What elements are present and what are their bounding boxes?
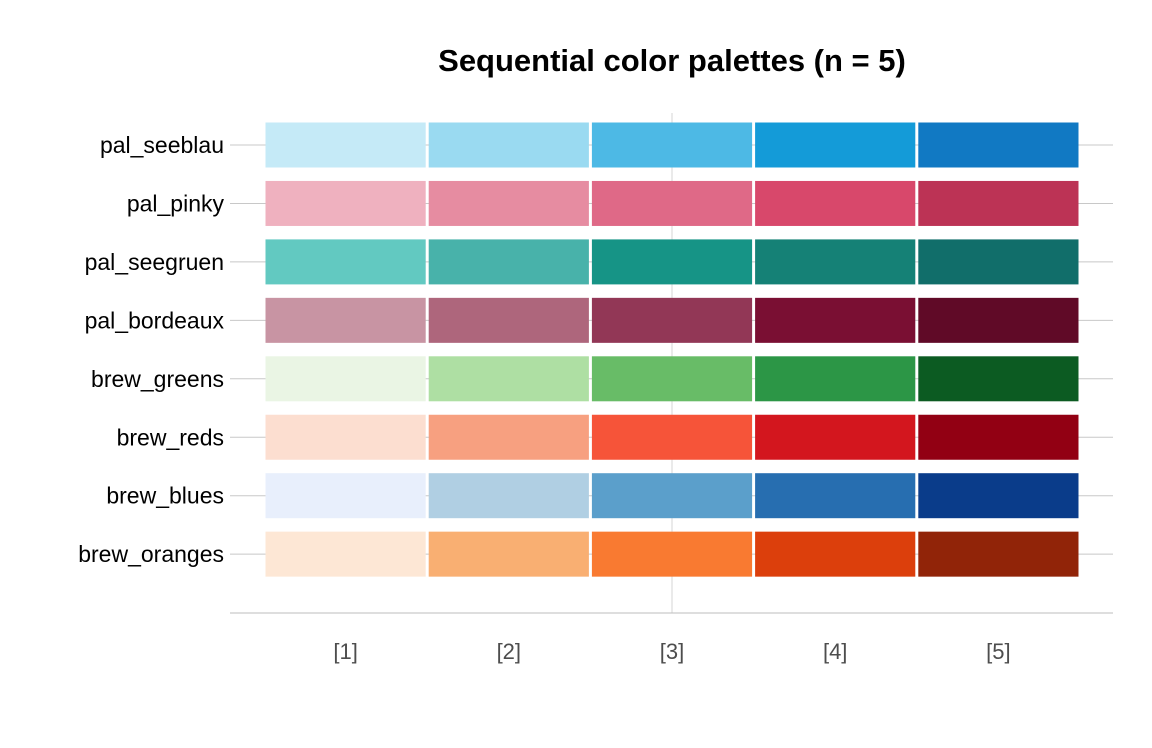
x-tick-label: [1] (333, 639, 357, 664)
palette-tile-brew_greens-4 (755, 356, 916, 402)
palette-tile-brew_reds-4 (755, 414, 916, 460)
palette-tile-pal_seegruen-5 (918, 239, 1079, 285)
y-label-pal_seegruen: pal_seegruen (85, 249, 224, 275)
palette-tile-brew_greens-2 (428, 356, 589, 402)
x-tick-label: [2] (497, 639, 521, 664)
palette-tile-pal_bordeaux-3 (591, 297, 753, 343)
palette-tile-pal_seegruen-3 (591, 239, 753, 285)
palette-tile-brew_oranges-1 (265, 531, 426, 577)
palette-tile-pal_bordeaux-4 (755, 297, 916, 343)
palette-tile-pal_seeblau-4 (755, 122, 916, 168)
palette-tile-brew_reds-5 (918, 414, 1079, 460)
x-tick-label: [5] (986, 639, 1010, 664)
palette-tile-brew_greens-5 (918, 356, 1079, 402)
palette-tile-pal_seeblau-1 (265, 122, 426, 168)
palette-tile-pal_seegruen-2 (428, 239, 589, 285)
palette-tile-brew_oranges-3 (591, 531, 753, 577)
y-label-pal_seeblau: pal_seeblau (100, 132, 224, 158)
chart-title: Sequential color palettes (n = 5) (438, 43, 906, 78)
palette-tile-brew_blues-2 (428, 473, 589, 519)
palette-tile-pal_bordeaux-1 (265, 297, 426, 343)
palette-tile-pal_pinky-4 (755, 180, 916, 226)
x-tick-label: [4] (823, 639, 847, 664)
y-label-brew_blues: brew_blues (106, 483, 224, 509)
palette-tile-brew_greens-1 (265, 356, 426, 402)
y-label-pal_pinky: pal_pinky (127, 190, 225, 216)
y-axis-labels: pal_seeblau pal_pinky pal_seegruen pal_bord… (78, 132, 224, 567)
palette-tile-pal_seegruen-1 (265, 239, 426, 285)
palette-tile-brew_blues-5 (918, 473, 1079, 519)
palette-tile-brew_oranges-4 (755, 531, 916, 577)
palette-tile-brew_oranges-5 (918, 531, 1079, 577)
palette-tile-pal_bordeaux-5 (918, 297, 1079, 343)
palette-tile-pal_pinky-3 (591, 180, 753, 226)
palette-tile-pal_seeblau-3 (591, 122, 753, 168)
palette-tile-brew_greens-3 (591, 356, 753, 402)
palette-tile-pal_pinky-1 (265, 180, 426, 226)
palette-tile-brew_blues-4 (755, 473, 916, 519)
palette-tile-pal_pinky-2 (428, 180, 589, 226)
tiles (265, 122, 1079, 577)
palette-tile-pal_pinky-5 (918, 180, 1079, 226)
y-label-brew_greens: brew_greens (91, 366, 224, 392)
palette-tile-brew_reds-3 (591, 414, 753, 460)
palette-tile-brew_reds-2 (428, 414, 589, 460)
palette-tile-pal_bordeaux-2 (428, 297, 589, 343)
palette-tile-pal_seeblau-5 (918, 122, 1079, 168)
x-axis-labels: [1] [2] [3] [4] [5] (333, 639, 1010, 664)
palette-tile-pal_seegruen-4 (755, 239, 916, 285)
palette-tile-brew_oranges-2 (428, 531, 589, 577)
palette-tile-brew_blues-3 (591, 473, 753, 519)
y-label-brew_reds: brew_reds (117, 424, 224, 450)
x-tick-label: [3] (660, 639, 684, 664)
palette-tile-brew_reds-1 (265, 414, 426, 460)
y-label-brew_oranges: brew_oranges (78, 541, 224, 567)
palette-tile-pal_seeblau-2 (428, 122, 589, 168)
y-label-pal_bordeaux: pal_bordeaux (85, 307, 225, 333)
palette-tile-brew_blues-1 (265, 473, 426, 519)
